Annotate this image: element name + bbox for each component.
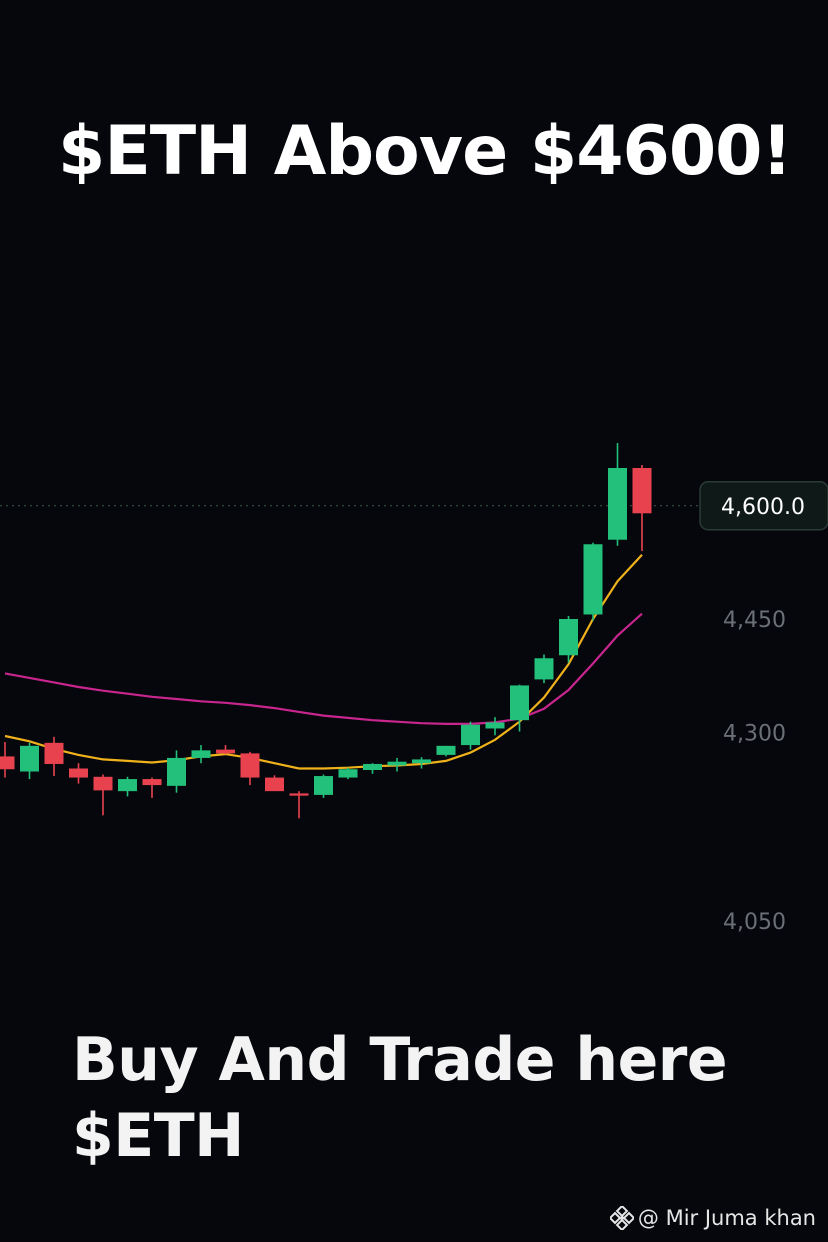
candle-up <box>436 745 456 755</box>
candle-down <box>93 776 113 791</box>
candle-up <box>314 776 333 795</box>
candle-up <box>338 769 358 778</box>
candle-down <box>632 468 652 514</box>
price-tag-label: 4,600.0 <box>721 495 805 520</box>
candle-up <box>387 761 407 766</box>
candle-up <box>583 544 603 615</box>
candle-up <box>510 685 529 721</box>
candle-down <box>240 753 260 778</box>
candle-down <box>216 749 235 754</box>
candle-down <box>44 742 64 764</box>
candle-up <box>461 724 480 746</box>
candle-down <box>0 756 15 770</box>
candle-up <box>191 750 211 758</box>
candle-down <box>289 793 309 796</box>
price-tag <box>699 481 828 531</box>
call-to-action: Buy And Trade here $ETH <box>72 1022 728 1174</box>
candle-down <box>69 768 88 778</box>
ma-slow-line <box>4 612 643 725</box>
candle-down <box>142 779 162 786</box>
candle-up <box>412 759 431 764</box>
candle-up <box>167 757 186 786</box>
candle-down <box>265 777 284 792</box>
cta-line-1: Buy And Trade here <box>72 1025 728 1095</box>
candle-up <box>118 779 137 792</box>
cta-line-2: $ETH <box>72 1101 244 1171</box>
watermark-text: @ Mir Juma khan <box>637 1206 816 1230</box>
binance-logo-icon <box>609 1206 634 1230</box>
ma-fast-line <box>4 554 643 770</box>
watermark: @ Mir Juma khan <box>609 1206 816 1230</box>
candle-up <box>363 763 382 770</box>
candle-up <box>559 619 578 656</box>
y-axis-tick-label: 4,050 <box>723 910 786 935</box>
y-axis-tick-label: 4,450 <box>723 608 786 633</box>
candle-up <box>608 468 627 540</box>
headline: $ETH Above $4600! <box>58 112 792 191</box>
candle-up <box>20 745 39 772</box>
candle-up <box>534 658 554 680</box>
candle-up <box>485 722 505 729</box>
y-axis-tick-label: 4,300 <box>723 721 786 746</box>
